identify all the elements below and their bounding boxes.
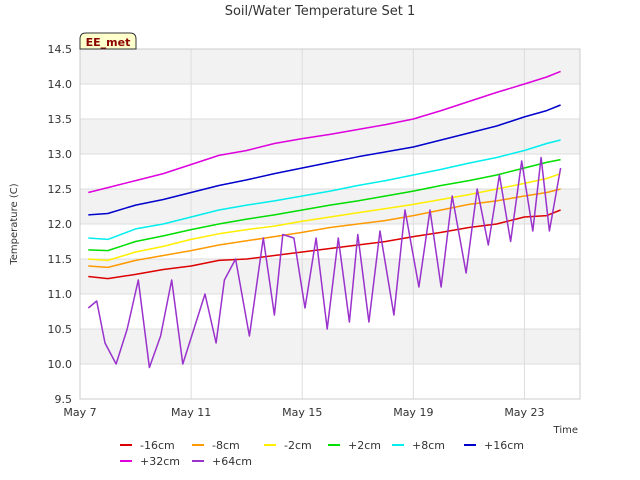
- legend-label: -2cm: [284, 439, 312, 452]
- legend-label: +64cm: [212, 455, 252, 468]
- plot-frame: [79, 48, 581, 400]
- y-tick-labels: 9.5 10.0 10.5 11.0 11.5 12.0 12.5 13.0 13.5 14.0 1…: [48, 43, 73, 406]
- legend-label: -8cm: [212, 439, 240, 452]
- legend: -16cm -8cm -2cm +2cm +8cm +16cm +32cm +64cm: [120, 439, 524, 468]
- y-tick-label: 10.5: [48, 323, 73, 336]
- series-lines: [87, 70, 562, 369]
- series-line-6: [88, 70, 561, 194]
- series-line-5: [88, 104, 561, 216]
- y-tick-label: 14.5: [48, 43, 73, 56]
- x-tick-label: May 23: [504, 406, 544, 419]
- y-tick-label: 14.0: [48, 78, 73, 91]
- series-line-0: [88, 209, 561, 280]
- chart-title: Soil/Water Temperature Set 1: [225, 4, 416, 19]
- y-tick-label: 13.5: [48, 113, 73, 126]
- plot-band: [80, 119, 580, 154]
- x-tick-label: May 19: [393, 406, 433, 419]
- series-line-3: [88, 158, 561, 252]
- badge-label: EE_met: [86, 36, 131, 49]
- y-tick-label: 11.0: [48, 288, 73, 301]
- x-tick-label: May 15: [282, 406, 322, 419]
- ee-met-badge: EE_met: [79, 32, 137, 50]
- legend-label: +16cm: [484, 439, 524, 452]
- y-tick-label: 11.5: [48, 253, 73, 266]
- y-tick-label: 10.0: [48, 358, 73, 371]
- x-tick-label: May 7: [63, 406, 96, 419]
- series-line-4: [88, 139, 561, 241]
- series-line-1: [88, 188, 561, 269]
- x-tick-labels: May 7 May 11 May 15 May 19 May 23: [63, 406, 544, 419]
- x-tick-label: May 11: [171, 406, 211, 419]
- legend-label: +32cm: [140, 455, 180, 468]
- badge-shape: [79, 32, 137, 50]
- plot-band: [80, 259, 580, 294]
- y-tick-label: 9.5: [55, 393, 73, 406]
- series-line-7: [87, 156, 562, 369]
- y-tick-label: 13.0: [48, 148, 73, 161]
- legend-label: +8cm: [412, 439, 445, 452]
- y-tick-label: 12.5: [48, 183, 73, 196]
- legend-label: +2cm: [348, 439, 381, 452]
- plot-band: [80, 49, 580, 84]
- y-axis-label: Temperature (C): [9, 183, 20, 265]
- legend-label: -16cm: [140, 439, 175, 452]
- x-axis-label: Time: [553, 425, 578, 436]
- plot-band: [80, 329, 580, 364]
- y-tick-label: 12.0: [48, 218, 73, 231]
